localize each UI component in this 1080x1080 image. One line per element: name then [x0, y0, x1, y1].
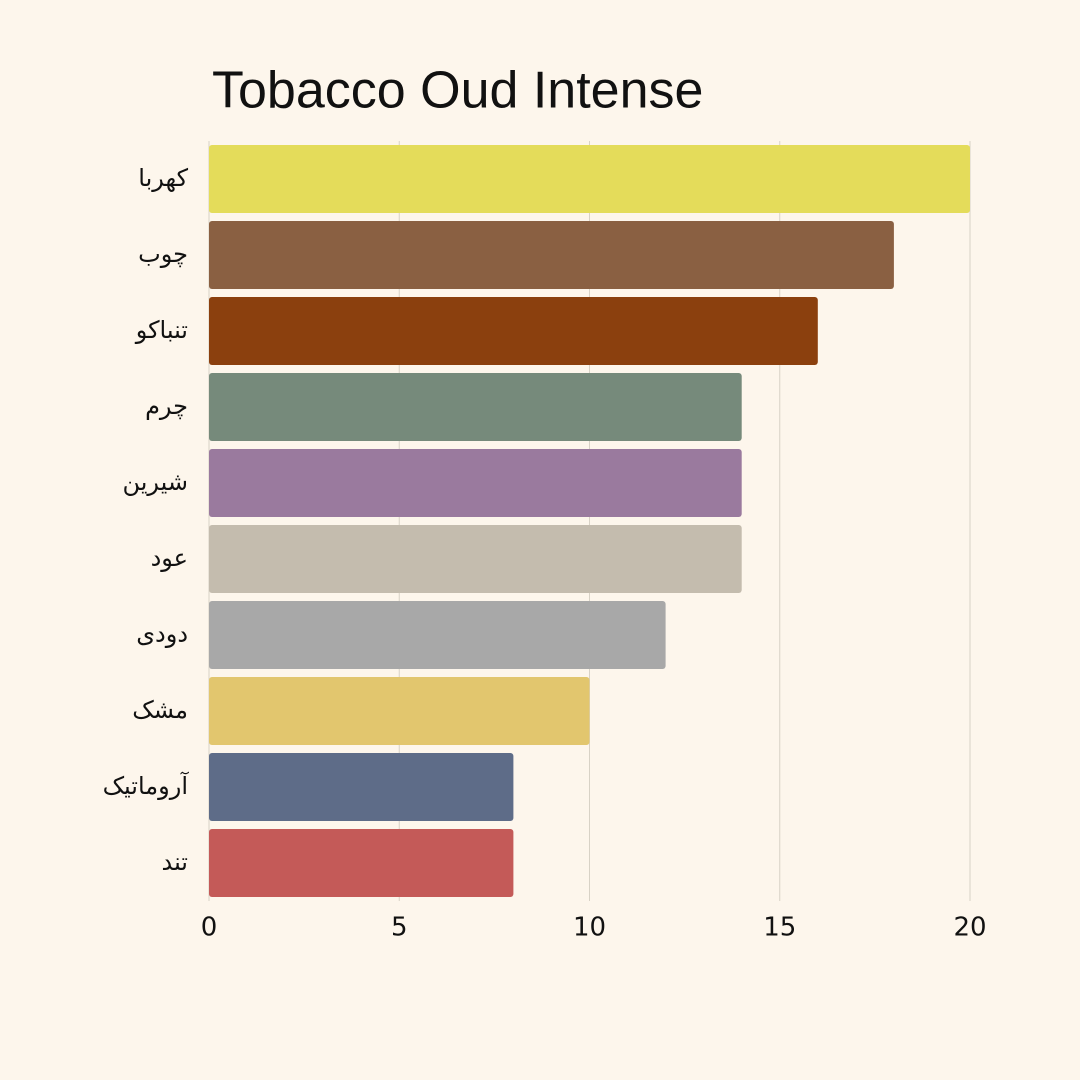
chart-title: Tobacco Oud Intense	[212, 62, 703, 120]
bar	[209, 373, 742, 441]
bar	[209, 677, 590, 745]
bar	[209, 297, 818, 365]
bar	[209, 753, 514, 821]
bar	[209, 601, 666, 669]
bar	[209, 829, 514, 897]
x-tick-label: 20	[953, 913, 986, 943]
y-tick-label: دودی	[136, 620, 188, 648]
y-tick-label: مشک	[132, 696, 188, 724]
y-tick-label: عود	[151, 544, 188, 572]
y-tick-label: شیرین	[122, 468, 188, 496]
y-tick-label: چوب	[138, 240, 188, 268]
bar	[209, 221, 894, 289]
x-tick-label: 5	[391, 913, 408, 943]
y-tick-label: تند	[161, 848, 188, 876]
x-tick-label: 10	[573, 913, 606, 943]
bar	[209, 525, 742, 593]
y-tick-label: آروماتیک	[103, 771, 190, 800]
x-tick-label: 15	[763, 913, 796, 943]
y-tick-label: تنباکو	[135, 316, 188, 344]
y-tick-label: کهربا	[138, 164, 188, 192]
x-tick-label: 0	[201, 913, 218, 943]
bar	[209, 449, 742, 517]
y-tick-label: چرم	[145, 392, 188, 420]
bar	[209, 145, 970, 213]
